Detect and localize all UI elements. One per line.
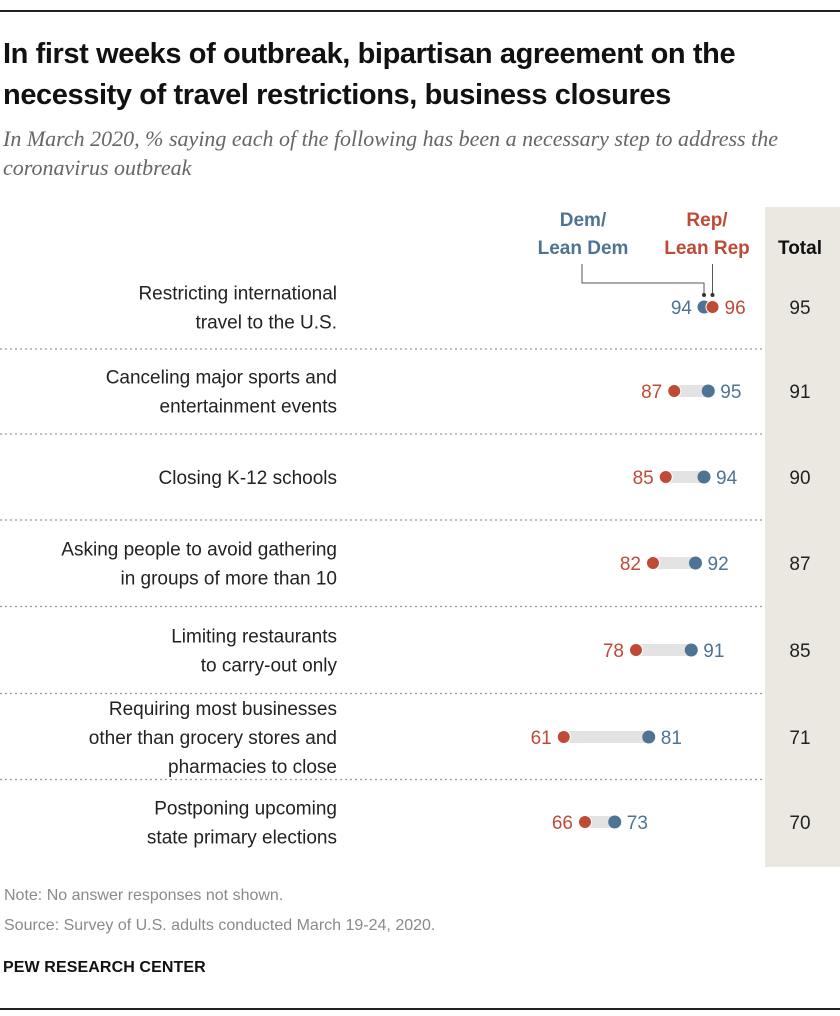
legend-dem-leader (581, 264, 705, 295)
total-value: 85 (789, 641, 810, 662)
dem-value-label: 95 (720, 382, 741, 403)
dem-dot (608, 815, 622, 829)
category-label: in groups of more than 10 (120, 569, 337, 590)
dem-dot (701, 384, 715, 398)
category-label: to carry-out only (201, 656, 338, 677)
category-label: travel to the U.S. (195, 313, 337, 334)
dem-value-label: 92 (708, 554, 729, 575)
category-label: Requiring most businesses (109, 699, 337, 720)
range-bar (585, 816, 615, 828)
rep-value-label: 66 (552, 813, 573, 834)
total-value: 87 (789, 554, 810, 575)
range-bar (653, 557, 696, 569)
total-value: 71 (789, 728, 810, 749)
range-bar (563, 731, 649, 743)
dem-value-label: 73 (627, 813, 648, 834)
category-label: Limiting restaurants (171, 627, 337, 648)
rep-value-label: 87 (641, 382, 662, 403)
legend-total: Total (778, 238, 822, 259)
dem-dot (689, 556, 702, 570)
rep-dot (556, 730, 571, 744)
legend-dem-line2: Lean Dem (538, 238, 629, 259)
pew-logo-text: PEW RESEARCH CENTER (3, 959, 206, 976)
range-bar (636, 644, 692, 656)
note-text: Note: No answer responses not shown. (4, 887, 284, 904)
rep-value-label: 96 (725, 298, 746, 319)
dem-value-label: 91 (703, 641, 724, 662)
category-label: pharmacies to close (168, 757, 337, 778)
source-text: Source: Survey of U.S. adults conducted … (4, 917, 436, 934)
rep-dot (629, 643, 643, 657)
rep-value-label: 85 (633, 468, 654, 489)
legend-dem-line1: Dem/ (560, 210, 607, 231)
category-label: other than grocery stores and (89, 728, 337, 749)
rep-dot (658, 470, 673, 484)
total-value: 90 (789, 468, 810, 489)
category-label: Postponing upcoming (154, 799, 337, 820)
total-value: 91 (789, 382, 810, 403)
dem-dot (684, 643, 698, 657)
chart-title: In first weeks of outbreak, bipartisan a… (3, 38, 736, 111)
legend-rep-line1: Rep/ (686, 210, 728, 231)
dem-dot (642, 730, 656, 744)
rep-dot (646, 556, 660, 570)
total-value: 70 (789, 813, 810, 834)
legend-rep-line2: Lean Rep (664, 238, 750, 259)
category-label: Canceling major sports and (106, 368, 337, 389)
chart-subtitle: In March 2020, % saying each of the foll… (3, 126, 778, 180)
dem-value-label: 94 (671, 298, 693, 319)
dem-dot (697, 470, 711, 484)
top-rule (0, 10, 840, 12)
bottom-rule (0, 1008, 840, 1010)
rep-value-label: 61 (531, 728, 552, 749)
rep-dot (667, 384, 682, 398)
category-label: Closing K-12 schools (159, 468, 337, 489)
rep-value-label: 82 (620, 554, 641, 575)
dem-value-label: 81 (661, 728, 682, 749)
rep-dot (705, 300, 720, 314)
rep-value-label: 78 (603, 641, 624, 662)
dem-value-label: 94 (716, 468, 738, 489)
category-label: state primary elections (147, 828, 337, 849)
legend-rep-leader-dot (710, 293, 715, 297)
legend-dem-leader-dot (702, 293, 706, 297)
range-bar (674, 385, 709, 397)
rep-dot (578, 815, 592, 829)
category-label: Asking people to avoid gathering (61, 540, 337, 561)
total-column-bg (765, 207, 840, 867)
total-value: 95 (789, 298, 810, 319)
range-bar (665, 471, 704, 483)
category-label: entertainment events (160, 397, 337, 418)
category-label: Restricting international (138, 284, 337, 305)
